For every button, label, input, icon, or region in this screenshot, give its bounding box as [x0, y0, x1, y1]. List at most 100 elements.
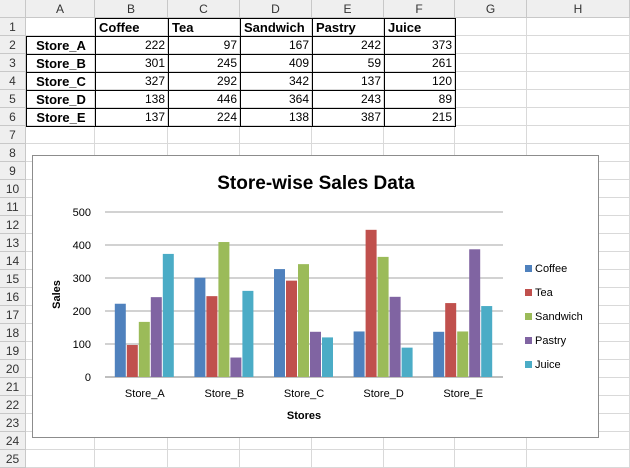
cell[interactable]	[26, 432, 95, 450]
cell[interactable]	[240, 90, 312, 108]
value-cell[interactable]: 292	[168, 72, 241, 91]
cell[interactable]	[95, 450, 168, 468]
store-label-cell[interactable]: Store_B	[26, 54, 96, 73]
cell[interactable]	[527, 90, 630, 108]
cell[interactable]	[527, 36, 630, 54]
cell[interactable]	[312, 90, 384, 108]
cell[interactable]	[384, 18, 455, 36]
value-cell[interactable]: 59	[312, 54, 385, 73]
column-header-d[interactable]: D	[240, 0, 312, 18]
cell[interactable]	[312, 450, 384, 468]
header-cell-coffee[interactable]: Coffee	[95, 18, 169, 37]
cell[interactable]	[26, 90, 95, 108]
cell[interactable]	[455, 450, 527, 468]
cell[interactable]	[240, 126, 312, 144]
cell[interactable]	[455, 108, 527, 126]
cell[interactable]	[240, 432, 312, 450]
cell[interactable]	[95, 126, 168, 144]
row-header-2[interactable]: 2	[0, 36, 26, 54]
cell[interactable]	[312, 108, 384, 126]
store-label-cell[interactable]: Store_E	[26, 108, 96, 127]
cell[interactable]	[527, 72, 630, 90]
row-header-13[interactable]: 13	[0, 234, 26, 252]
cell[interactable]	[455, 36, 527, 54]
column-header-e[interactable]: E	[312, 0, 384, 18]
row-header-20[interactable]: 20	[0, 360, 26, 378]
row-header-8[interactable]: 8	[0, 144, 26, 162]
value-cell[interactable]: 120	[384, 72, 456, 91]
row-header-1[interactable]: 1	[0, 18, 26, 36]
row-header-23[interactable]: 23	[0, 414, 26, 432]
row-header-21[interactable]: 21	[0, 378, 26, 396]
cell[interactable]	[240, 72, 312, 90]
cell[interactable]	[26, 54, 95, 72]
row-header-12[interactable]: 12	[0, 216, 26, 234]
cell[interactable]	[455, 72, 527, 90]
store-label-cell[interactable]: Store_A	[26, 36, 96, 55]
row-header-15[interactable]: 15	[0, 270, 26, 288]
cell[interactable]	[168, 36, 240, 54]
row-header-19[interactable]: 19	[0, 342, 26, 360]
store-label-cell[interactable]: Store_D	[26, 90, 96, 109]
cell[interactable]	[384, 432, 455, 450]
cell[interactable]	[240, 108, 312, 126]
cell[interactable]	[312, 126, 384, 144]
column-header-c[interactable]: C	[168, 0, 240, 18]
cell[interactable]	[240, 18, 312, 36]
value-cell[interactable]: 215	[384, 108, 456, 127]
value-cell[interactable]: 342	[240, 72, 313, 91]
cell[interactable]	[168, 90, 240, 108]
cell[interactable]	[527, 108, 630, 126]
sales-bar-chart[interactable]: Store-wise Sales Data 0 100 200 300 400 500 Sto…	[32, 155, 599, 438]
value-cell[interactable]: 373	[384, 36, 456, 55]
value-cell[interactable]: 97	[168, 36, 241, 55]
cell[interactable]	[26, 36, 95, 54]
value-cell[interactable]: 138	[95, 90, 169, 109]
value-cell[interactable]: 222	[95, 36, 169, 55]
cell[interactable]	[312, 36, 384, 54]
row-header-4[interactable]: 4	[0, 72, 26, 90]
row-header-10[interactable]: 10	[0, 180, 26, 198]
column-header-b[interactable]: B	[95, 0, 168, 18]
cell[interactable]	[312, 432, 384, 450]
cell[interactable]	[384, 108, 455, 126]
cell[interactable]	[384, 54, 455, 72]
cell[interactable]	[95, 72, 168, 90]
cell[interactable]	[384, 36, 455, 54]
row-header-11[interactable]: 11	[0, 198, 26, 216]
column-header-g[interactable]: G	[455, 0, 527, 18]
value-cell[interactable]: 167	[240, 36, 313, 55]
cell[interactable]	[527, 54, 630, 72]
cell[interactable]	[384, 72, 455, 90]
row-header-5[interactable]: 5	[0, 90, 26, 108]
value-cell[interactable]: 242	[312, 36, 385, 55]
cell[interactable]	[95, 54, 168, 72]
cell[interactable]	[26, 126, 95, 144]
cell[interactable]	[168, 54, 240, 72]
row-header-22[interactable]: 22	[0, 396, 26, 414]
cell[interactable]	[95, 36, 168, 54]
cell[interactable]	[168, 432, 240, 450]
header-cell-sandwich[interactable]: Sandwich	[240, 18, 313, 37]
value-cell[interactable]: 224	[168, 108, 241, 127]
header-cell-tea[interactable]: Tea	[168, 18, 241, 37]
cell[interactable]	[455, 18, 527, 36]
header-cell-juice[interactable]: Juice	[384, 18, 456, 37]
column-header-a[interactable]: A	[26, 0, 95, 18]
cell[interactable]	[168, 126, 240, 144]
store-label-cell[interactable]: Store_C	[26, 72, 96, 91]
cell[interactable]	[26, 72, 95, 90]
value-cell[interactable]: 261	[384, 54, 456, 73]
cell[interactable]	[455, 54, 527, 72]
cell[interactable]	[455, 90, 527, 108]
row-header-18[interactable]: 18	[0, 324, 26, 342]
row-header-7[interactable]: 7	[0, 126, 26, 144]
value-cell[interactable]: 137	[312, 72, 385, 91]
cell[interactable]	[95, 90, 168, 108]
row-header-9[interactable]: 9	[0, 162, 26, 180]
value-cell[interactable]: 89	[384, 90, 456, 109]
row-header-17[interactable]: 17	[0, 306, 26, 324]
value-cell[interactable]: 387	[312, 108, 385, 127]
cell[interactable]	[168, 108, 240, 126]
value-cell[interactable]: 364	[240, 90, 313, 109]
